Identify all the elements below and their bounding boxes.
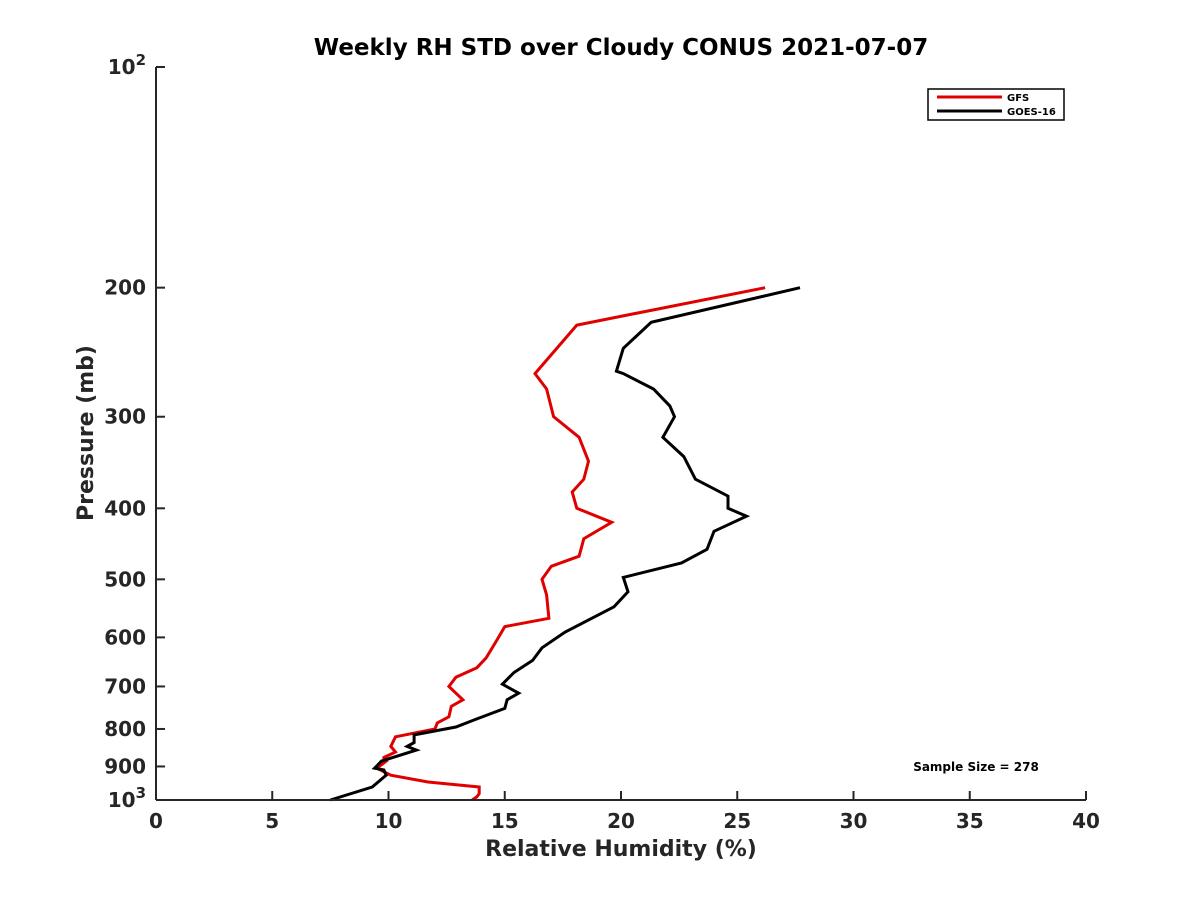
y-tick-label: 600	[104, 625, 146, 649]
y-tick-label: 300	[104, 405, 146, 429]
x-ticks: 0 5 10 15 20 25 30 35 40	[149, 791, 1100, 833]
y-tick-label: 900	[104, 754, 146, 778]
y-tick-label: 400	[104, 496, 146, 520]
x-tick-label: 10	[375, 809, 403, 833]
series-layer	[329, 286, 801, 802]
y-ticks: 102 200 300 400 500 600 700 800 900 103	[104, 51, 165, 812]
y-axis-title: Pressure (mb)	[74, 345, 99, 521]
chart-title: Weekly RH STD over Cloudy CONUS 2021-07-…	[314, 35, 928, 61]
x-tick-label: 0	[149, 809, 163, 833]
x-axis-title: Relative Humidity (%)	[485, 837, 757, 862]
x-tick-label: 40	[1072, 809, 1100, 833]
y-tick-label: 500	[104, 567, 146, 591]
series-line-gfs	[374, 286, 766, 802]
y-tick-label: 200	[104, 276, 146, 300]
y-tick-label: 103	[108, 784, 146, 812]
legend-label-gfs: GFS	[1007, 93, 1029, 104]
x-tick-label: 25	[723, 809, 751, 833]
y-tick-label: 700	[104, 674, 146, 698]
legend-box	[927, 88, 1065, 121]
y-tick-label: 102	[108, 51, 146, 79]
x-tick-label: 20	[607, 809, 635, 833]
x-tick-label: 5	[265, 809, 279, 833]
legend: GFS GOES-16	[927, 88, 1065, 121]
x-tick-label: 35	[956, 809, 984, 833]
sample-size-annotation: Sample Size = 278	[913, 760, 1039, 774]
x-tick-label: 30	[840, 809, 868, 833]
y-tick-label: 800	[104, 717, 146, 741]
legend-label-goes16: GOES-16	[1007, 107, 1056, 118]
series-line-goes16	[329, 286, 801, 802]
x-tick-label: 15	[491, 809, 519, 833]
